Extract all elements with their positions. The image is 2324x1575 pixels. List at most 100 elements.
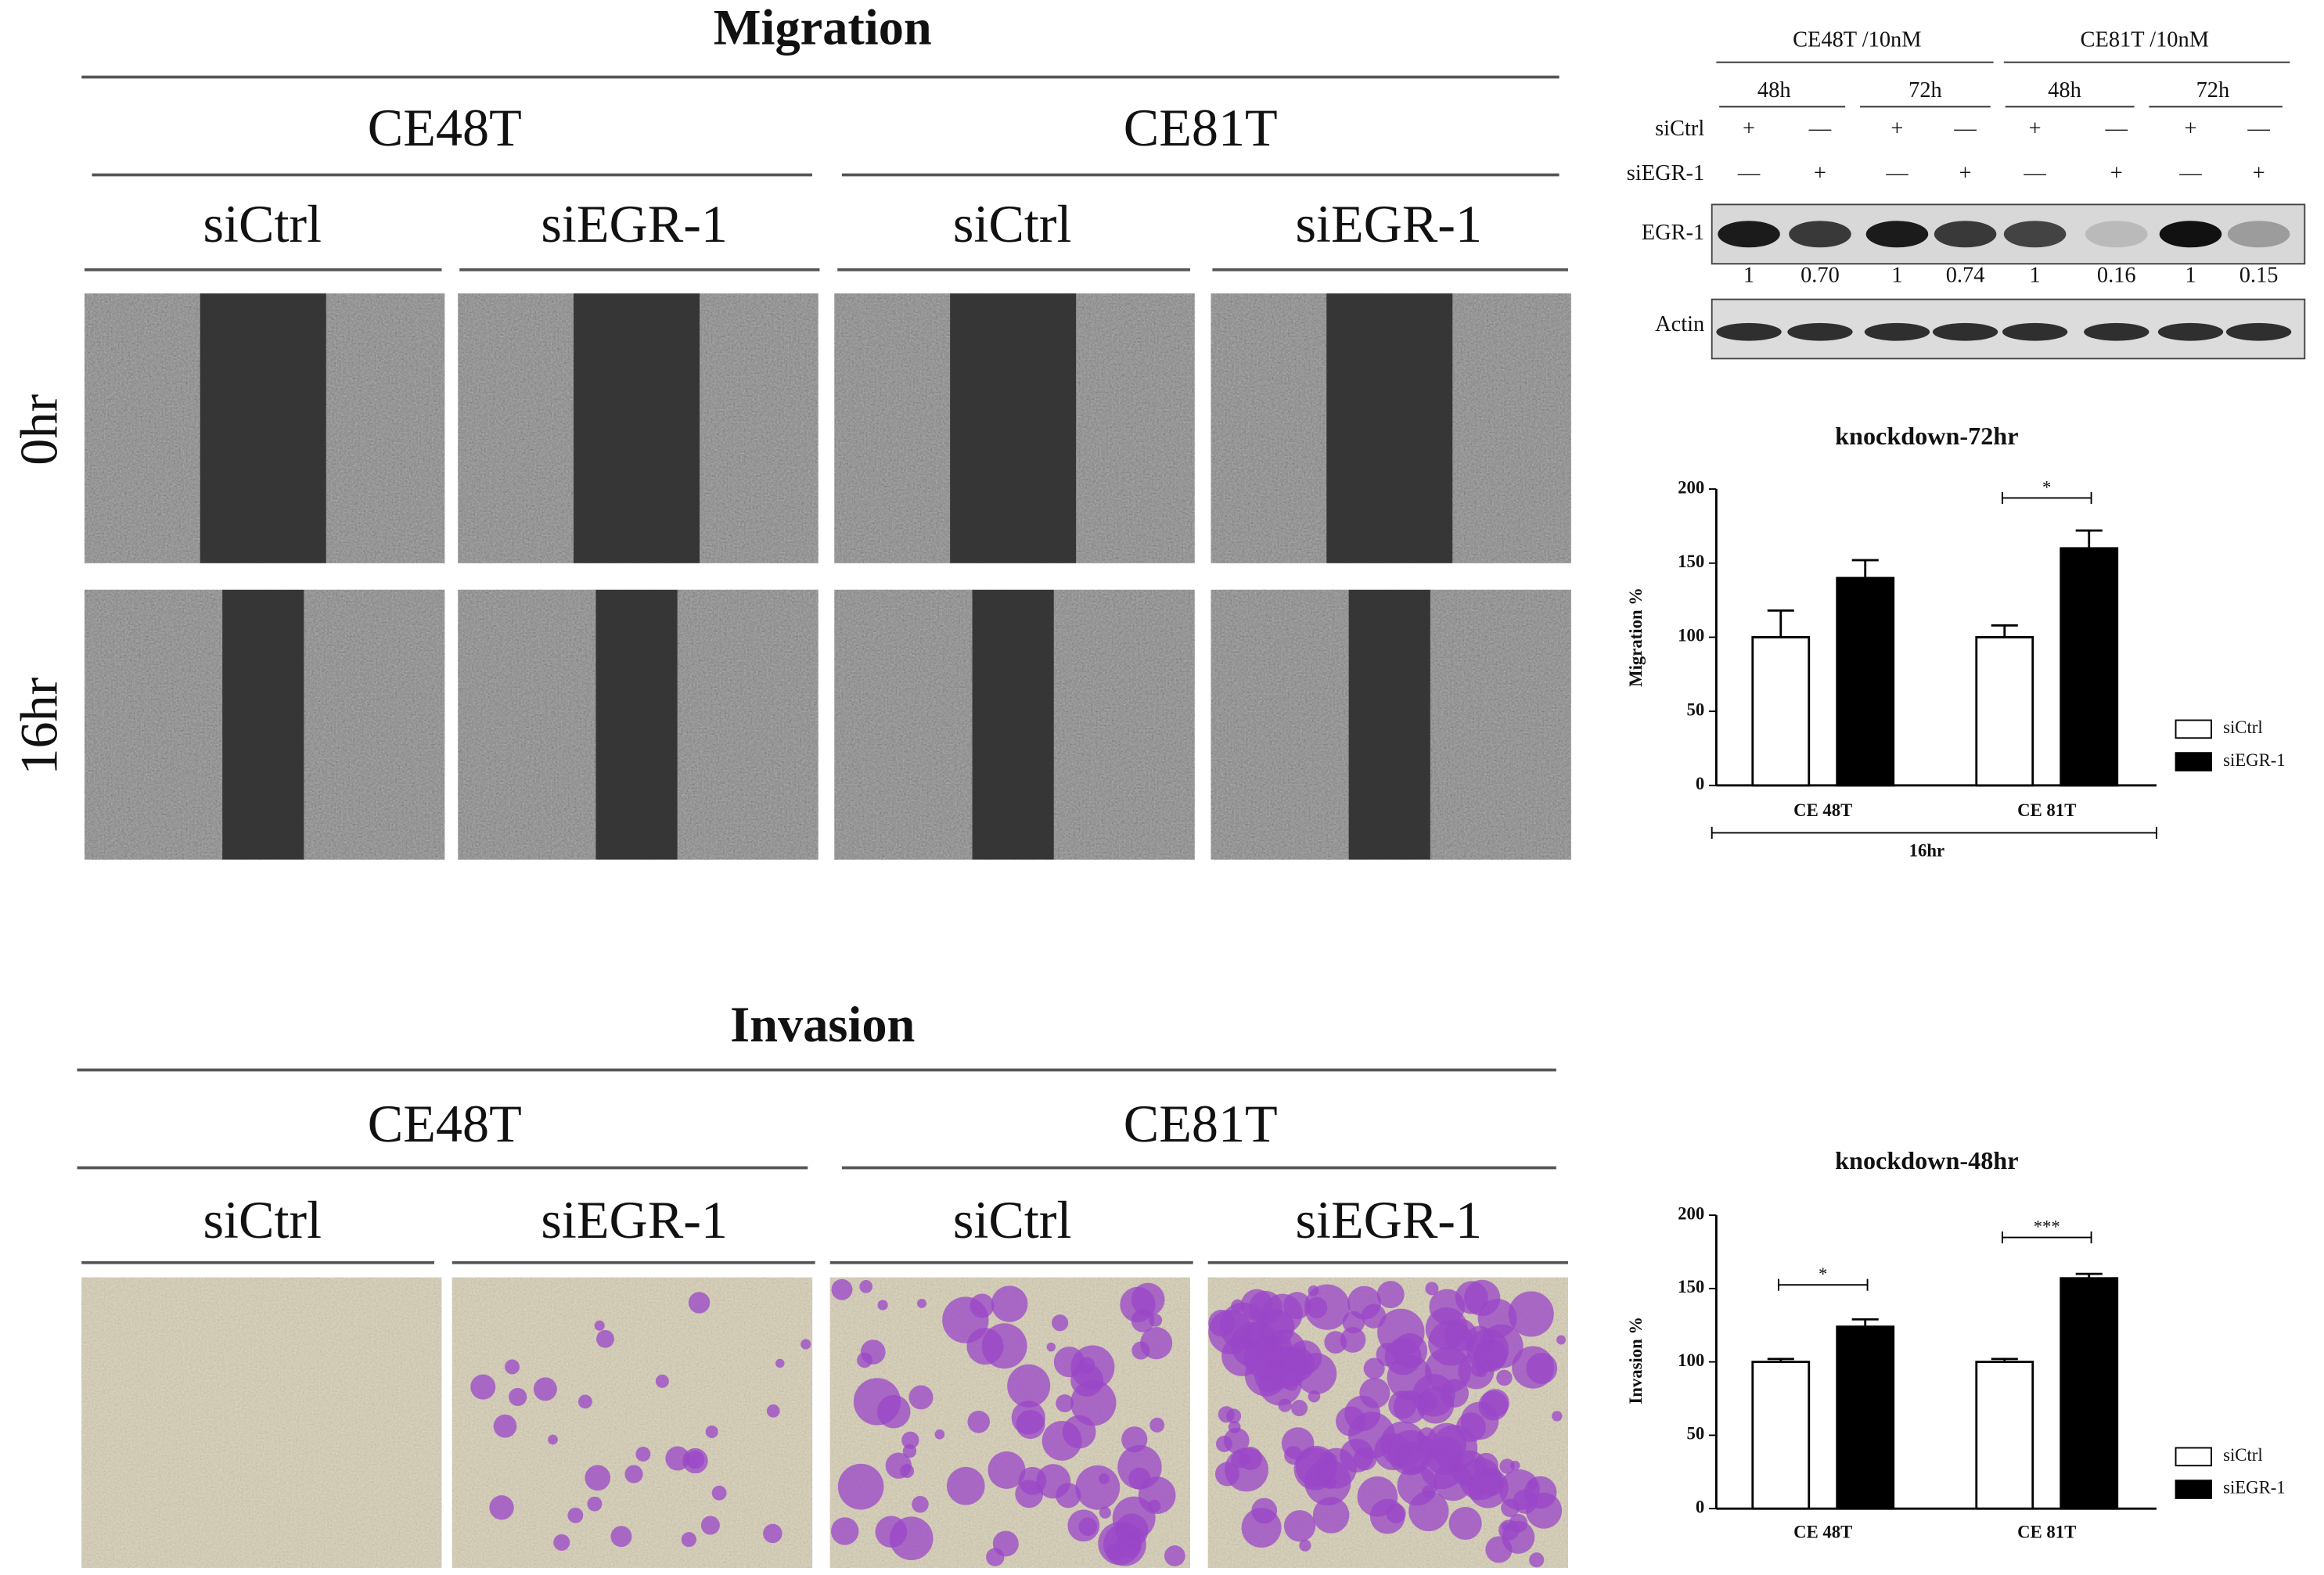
blot-group: CE81T /10nM xyxy=(2081,28,2209,52)
stained-cells xyxy=(877,1300,888,1311)
stained-cells xyxy=(470,1374,496,1400)
cell-line: CE81T xyxy=(1124,98,1278,157)
stained-cells xyxy=(853,1378,901,1426)
stained-cells xyxy=(917,1298,926,1308)
stained-cells xyxy=(1241,1321,1276,1356)
quantification: 1 xyxy=(2185,264,2196,288)
condition: siCtrl xyxy=(203,1190,322,1250)
section-title: Migration xyxy=(714,0,932,55)
stained-cells xyxy=(859,1280,873,1293)
stained-cells xyxy=(1451,1450,1488,1487)
sign: + xyxy=(2110,161,2123,185)
stained-cells xyxy=(1052,1314,1069,1332)
stained-cells xyxy=(1527,1480,1538,1490)
stained-cells xyxy=(1308,1390,1321,1403)
quantification: 1 xyxy=(1891,264,1902,288)
error-bar xyxy=(1991,624,2018,638)
error-bar xyxy=(2075,529,2103,548)
stained-cells xyxy=(665,1446,690,1471)
stained-cells xyxy=(1011,1401,1045,1435)
stained-cells xyxy=(705,1425,718,1438)
stained-cells xyxy=(711,1485,727,1501)
error-bar xyxy=(1851,559,1879,578)
y-tick-label: 50 xyxy=(1687,699,1705,719)
band-label: EGR-1 xyxy=(1642,221,1704,245)
y-axis-label: Invasion % xyxy=(1626,1317,1646,1404)
sign: + xyxy=(2184,117,2196,141)
band xyxy=(1718,221,1780,248)
treatment-label: siCtrl xyxy=(1655,117,1704,141)
stained-cells xyxy=(567,1507,584,1523)
stained-cells xyxy=(1496,1369,1513,1386)
wound-gap xyxy=(222,589,304,860)
band xyxy=(1789,221,1851,248)
wound-gap xyxy=(200,293,326,563)
legend-label: siEGR-1 xyxy=(2223,1478,2286,1498)
x-axis-label: 16hr xyxy=(1909,840,1944,860)
stained-cells xyxy=(1046,1342,1056,1352)
stained-cells xyxy=(1499,1458,1515,1474)
condition: siEGR-1 xyxy=(1295,1190,1482,1250)
stained-cells xyxy=(1448,1506,1482,1541)
stained-cells xyxy=(1120,1286,1156,1322)
stained-cells xyxy=(493,1414,517,1438)
stained-cells xyxy=(1099,1506,1111,1519)
stained-cells xyxy=(1464,1279,1501,1317)
stained-cells xyxy=(800,1339,811,1350)
legend-label: siCtrl xyxy=(2223,717,2263,737)
wound-gap xyxy=(574,293,700,563)
chart-title: knockdown-72hr xyxy=(1835,422,2018,450)
condition: siCtrl xyxy=(203,194,322,254)
stained-cells xyxy=(1075,1465,1121,1510)
chart-title: knockdown-48hr xyxy=(1835,1146,2018,1174)
y-tick-label: 100 xyxy=(1678,626,1704,645)
stained-cells xyxy=(1164,1545,1185,1566)
band xyxy=(1932,322,1998,341)
band xyxy=(2003,221,2067,248)
stained-cells xyxy=(1470,1362,1486,1377)
error-bar xyxy=(1767,609,1794,638)
time-point: 0hr xyxy=(9,394,69,466)
stained-cells xyxy=(1552,1411,1563,1422)
legend-swatch xyxy=(2175,1480,2212,1499)
stained-cells xyxy=(1295,1445,1337,1487)
band-label: Actin xyxy=(1655,312,1704,336)
stained-cells xyxy=(900,1464,915,1479)
stained-cells xyxy=(578,1394,592,1409)
stained-cells xyxy=(901,1431,919,1449)
stained-cells xyxy=(1416,1391,1437,1412)
stained-cells xyxy=(1251,1498,1278,1524)
x-tick-label: CE 81T xyxy=(2017,1523,2076,1542)
stained-cells xyxy=(942,1296,989,1343)
sign: + xyxy=(1959,161,1972,185)
sign: — xyxy=(2023,161,2046,185)
stained-cells xyxy=(1348,1411,1395,1459)
legend-label: siEGR-1 xyxy=(2223,750,2286,770)
stained-cells xyxy=(1388,1390,1417,1419)
quantification: 0.74 xyxy=(1946,264,1985,288)
stained-cells xyxy=(1299,1539,1311,1552)
sign: — xyxy=(1737,161,1761,185)
stained-cells xyxy=(635,1447,651,1462)
stained-cells xyxy=(988,1451,1026,1489)
sign: + xyxy=(1890,117,1903,141)
cell-line: CE48T xyxy=(368,1094,522,1153)
bar xyxy=(1751,636,1811,787)
quantification: 1 xyxy=(1743,264,1754,288)
stained-cells xyxy=(981,1323,1027,1369)
condition: siEGR-1 xyxy=(1295,194,1482,254)
stained-cells xyxy=(1526,1352,1558,1384)
sign: + xyxy=(1814,161,1826,185)
y-tick-label: 150 xyxy=(1678,1277,1704,1296)
stained-cells xyxy=(509,1387,527,1406)
stained-cells xyxy=(700,1516,720,1535)
sign: — xyxy=(1808,117,1832,141)
blot-time: 72h xyxy=(2196,78,2230,102)
stained-cells xyxy=(1312,1497,1350,1534)
x-tick-label: CE 48T xyxy=(1793,800,1852,820)
wound-gap xyxy=(1326,293,1453,563)
stained-cells xyxy=(1377,1308,1425,1357)
stained-cells xyxy=(1070,1363,1104,1397)
